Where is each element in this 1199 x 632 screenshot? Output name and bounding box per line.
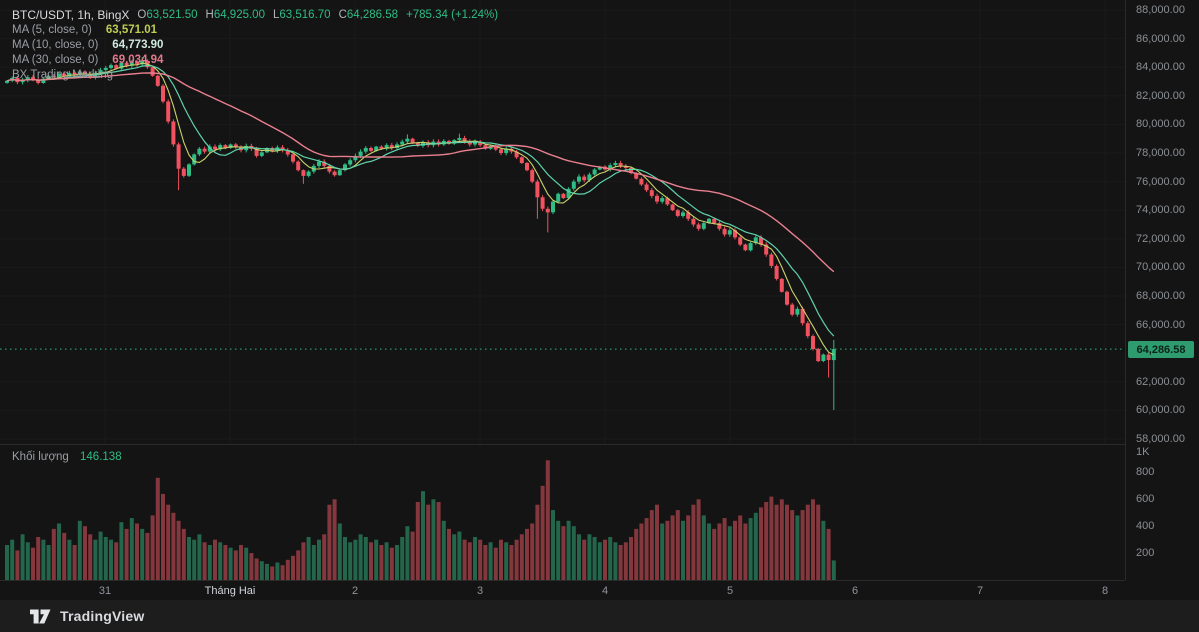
ohlc-close: C64,286.58 [338,9,399,21]
price-axis-label: 84,000.00 [1136,61,1185,73]
price-axis-label: 82,000.00 [1136,90,1185,102]
volume-label: Khối lượng [12,451,69,463]
indicator-row-ma30[interactable]: MA (30, close, 0) 69,034.94 [12,54,164,66]
indicator-row-ma5[interactable]: MA (5, close, 0) 63,571.01 [12,24,158,36]
symbol-title[interactable]: BTC/USDT, 1h, BingX [12,8,130,22]
price-change: +785.34 (+1.24%) [406,9,499,21]
price-axis-label: 88,000.00 [1136,4,1185,16]
volume-axis-label: 200 [1136,547,1155,559]
price-axis-label: 80,000.00 [1136,118,1185,130]
candlestick-chart[interactable] [0,0,1125,444]
ohlc-open: O63,521.50 [137,9,198,21]
ohlc-high: H64,925.00 [205,9,265,21]
price-axis-label: 58,000.00 [1136,433,1185,445]
price-axis-label: 68,000.00 [1136,290,1185,302]
time-axis-label: 4 [601,585,609,597]
time-axis-label: 6 [851,585,859,597]
last-price-badge: 64,286.58 [1128,341,1194,358]
volume-axis-label: 600 [1136,493,1155,505]
time-axis-label: 5 [726,585,734,597]
time-axis-label: 2 [351,585,359,597]
time-axis-label: 8 [1101,585,1109,597]
ohlc-low: L63,516.70 [272,9,331,21]
volume-legend[interactable]: Khối lượng 146.138 [12,451,122,463]
price-axis-label: 86,000.00 [1136,33,1185,45]
price-axis-label: 76,000.00 [1136,176,1185,188]
indicator-row-ma10[interactable]: MA (10, close, 0) 64,773.90 [12,39,164,51]
time-axis-label-month: Tháng Hai [204,585,256,597]
time-axis-label: 3 [476,585,484,597]
volume-value: 146.138 [80,451,122,463]
price-axis-label: 70,000.00 [1136,261,1185,273]
price-axis-label: 66,000.00 [1136,319,1185,331]
price-axis[interactable]: 64,286.58 88,000.00 86,000.00 84,000.00 82,… [1125,0,1199,580]
volume-axis-label: 800 [1136,466,1155,478]
indicator-row-bx-trading-marking[interactable]: BX Trading Marking [12,69,113,81]
time-axis-label: 31 [98,585,112,597]
tradingview-brand-link[interactable]: TradingView [60,608,145,624]
chart-legend: BTC/USDT, 1h, BingX O63,521.50 H64,925.0… [12,8,498,83]
price-axis-label: 78,000.00 [1136,147,1185,159]
volume-bars-chart[interactable] [0,445,1125,580]
price-axis-label: 62,000.00 [1136,376,1185,388]
price-axis-label: 72,000.00 [1136,233,1185,245]
bottom-toolbar: TradingView [0,600,1199,632]
tradingview-logo-icon[interactable] [30,608,52,625]
volume-axis-label: 1K [1136,446,1150,458]
time-axis-label: 7 [976,585,984,597]
price-chart-pane[interactable] [0,0,1125,444]
price-axis-label: 74,000.00 [1136,204,1185,216]
volume-axis-label: 400 [1136,520,1155,532]
symbol-legend-row[interactable]: BTC/USDT, 1h, BingX O63,521.50 H64,925.0… [12,8,498,23]
time-axis[interactable]: 31 Tháng Hai 2 3 4 5 6 7 8 [0,580,1125,600]
price-axis-label: 60,000.00 [1136,404,1185,416]
volume-pane[interactable]: Khối lượng 146.138 [0,444,1125,580]
